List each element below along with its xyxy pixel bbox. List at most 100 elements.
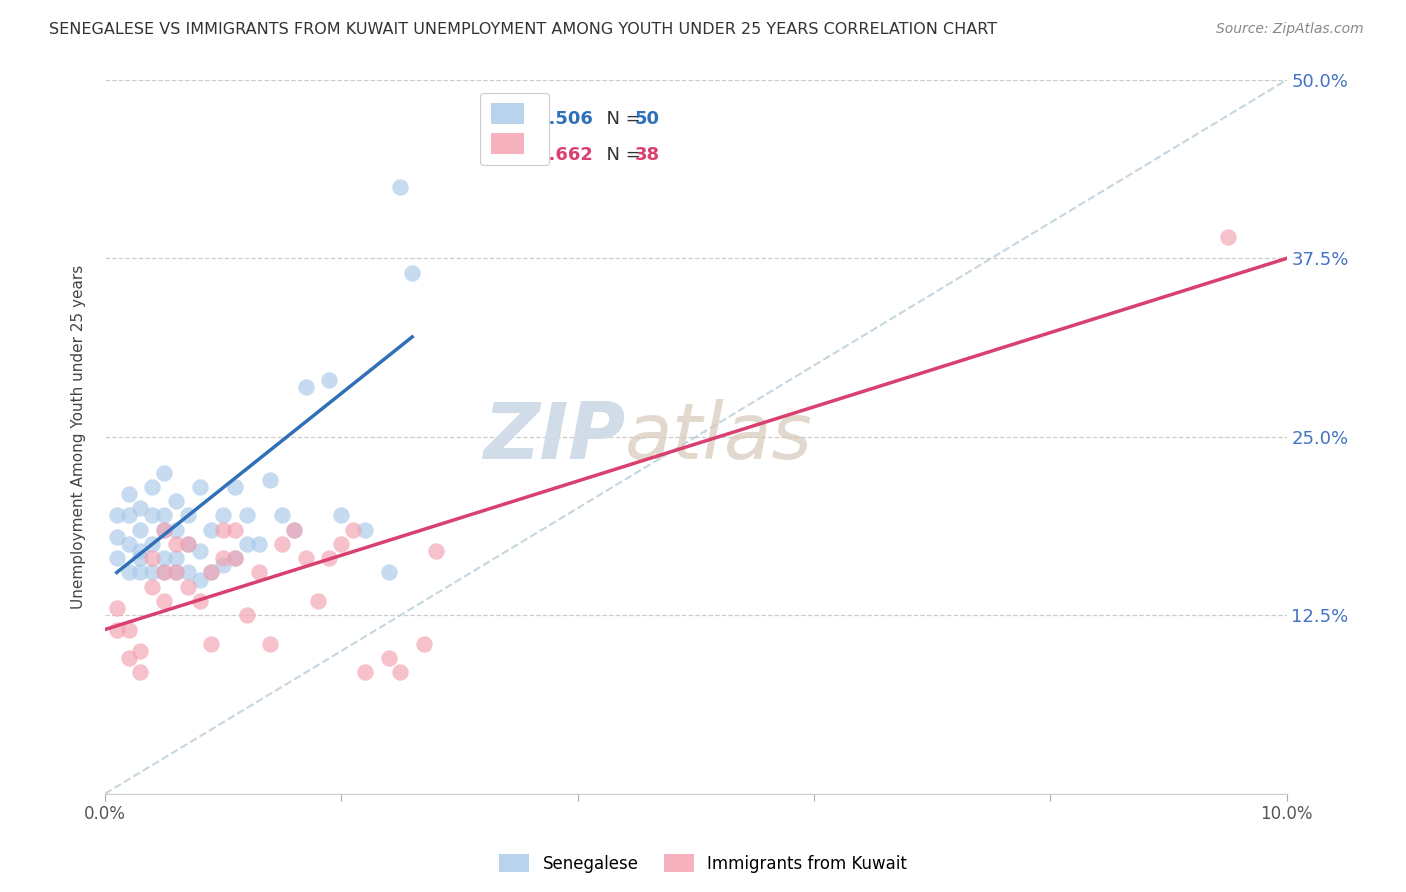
Point: [105, 508, 128, 523]
Point: [224, 551, 246, 566]
Point: [1216, 230, 1239, 244]
Point: [283, 523, 305, 537]
Point: [236, 537, 259, 551]
Point: [177, 580, 200, 594]
Point: [283, 523, 305, 537]
Point: [129, 523, 152, 537]
Text: atlas: atlas: [624, 399, 813, 475]
Point: [212, 508, 235, 523]
Point: [389, 180, 412, 194]
Point: [129, 544, 152, 558]
Legend: Senegalese, Immigrants from Kuwait: Senegalese, Immigrants from Kuwait: [492, 847, 914, 880]
Point: [354, 523, 377, 537]
Point: [141, 537, 163, 551]
Point: [153, 551, 176, 566]
Point: [318, 551, 340, 566]
Point: [165, 551, 187, 566]
Point: [247, 566, 270, 580]
Point: [177, 566, 200, 580]
Point: [377, 651, 399, 665]
Point: [295, 551, 318, 566]
Point: [153, 566, 176, 580]
Text: Source: ZipAtlas.com: Source: ZipAtlas.com: [1216, 22, 1364, 37]
Point: [153, 508, 176, 523]
Point: [212, 551, 235, 566]
Point: [141, 480, 163, 494]
Point: [117, 566, 139, 580]
Point: [212, 558, 235, 573]
Point: [200, 566, 222, 580]
Point: [153, 523, 176, 537]
Point: [105, 530, 128, 544]
Point: [153, 566, 176, 580]
Text: 0.662: 0.662: [536, 146, 593, 164]
Point: [129, 566, 152, 580]
Point: [177, 508, 200, 523]
Text: ZIP: ZIP: [482, 399, 624, 475]
Point: [236, 508, 259, 523]
Point: [165, 523, 187, 537]
Text: R =: R =: [495, 146, 534, 164]
Point: [105, 551, 128, 566]
Point: [188, 573, 211, 587]
Point: [342, 523, 364, 537]
Text: SENEGALESE VS IMMIGRANTS FROM KUWAIT UNEMPLOYMENT AMONG YOUTH UNDER 25 YEARS COR: SENEGALESE VS IMMIGRANTS FROM KUWAIT UNE…: [49, 22, 997, 37]
Point: [177, 537, 200, 551]
Point: [165, 494, 187, 508]
Point: [141, 566, 163, 580]
Point: [413, 637, 436, 651]
Point: [307, 594, 329, 608]
Point: [117, 487, 139, 501]
Point: [117, 508, 139, 523]
Text: 38: 38: [634, 146, 659, 164]
Point: [105, 601, 128, 615]
Point: [271, 508, 294, 523]
Point: [200, 566, 222, 580]
Point: [117, 623, 139, 637]
Point: [354, 665, 377, 680]
Point: [212, 523, 235, 537]
Point: [117, 537, 139, 551]
Legend: , : ,: [481, 93, 548, 165]
Point: [247, 537, 270, 551]
Point: [377, 566, 399, 580]
Point: [165, 566, 187, 580]
Point: [141, 508, 163, 523]
Point: [129, 501, 152, 516]
Point: [318, 373, 340, 387]
Text: 50: 50: [634, 111, 659, 128]
Point: [129, 644, 152, 658]
Text: R =: R =: [495, 111, 534, 128]
Point: [105, 623, 128, 637]
Point: [200, 523, 222, 537]
Text: 0.506: 0.506: [536, 111, 593, 128]
Point: [153, 466, 176, 480]
Y-axis label: Unemployment Among Youth under 25 years: Unemployment Among Youth under 25 years: [72, 265, 86, 609]
Point: [129, 665, 152, 680]
Point: [129, 551, 152, 566]
Point: [165, 566, 187, 580]
Point: [259, 637, 281, 651]
Point: [425, 544, 447, 558]
Point: [117, 651, 139, 665]
Point: [153, 523, 176, 537]
Point: [271, 537, 294, 551]
Point: [141, 580, 163, 594]
Text: N =: N =: [595, 146, 647, 164]
Point: [188, 544, 211, 558]
Point: [259, 473, 281, 487]
Point: [330, 508, 353, 523]
Point: [224, 551, 246, 566]
Point: [224, 523, 246, 537]
Point: [236, 608, 259, 623]
Point: [188, 594, 211, 608]
Point: [389, 665, 412, 680]
Point: [165, 537, 187, 551]
Point: [401, 266, 423, 280]
Point: [177, 537, 200, 551]
Point: [188, 480, 211, 494]
Point: [153, 594, 176, 608]
Point: [330, 537, 353, 551]
Point: [295, 380, 318, 394]
Point: [200, 637, 222, 651]
